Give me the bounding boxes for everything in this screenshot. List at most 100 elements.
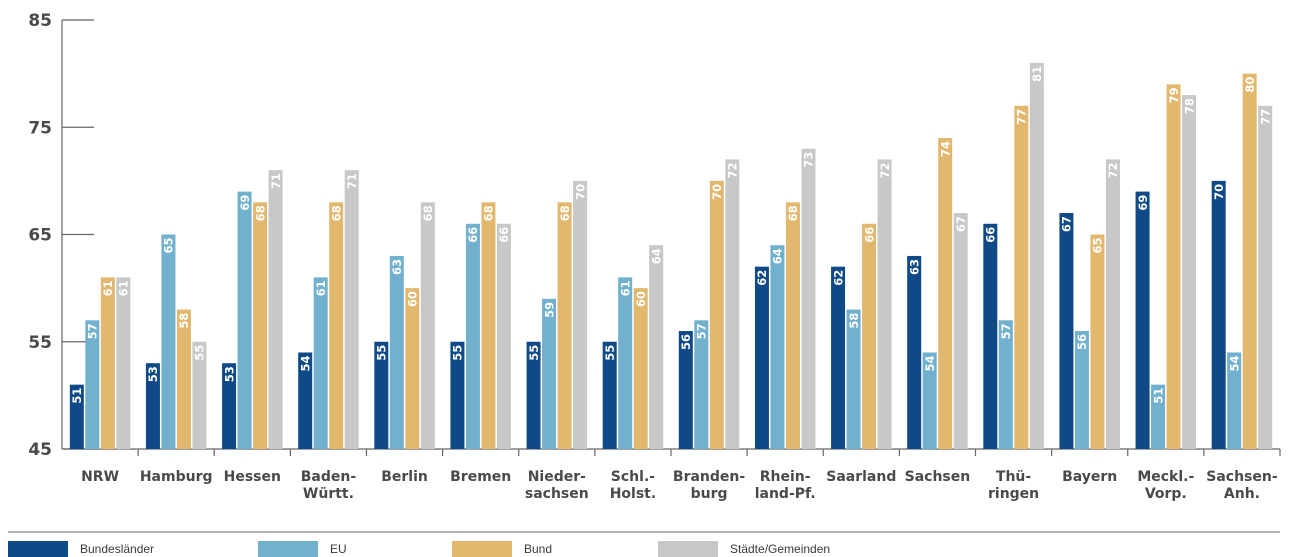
bar <box>116 277 131 449</box>
x-tick-label-line: Hamburg <box>140 469 213 485</box>
bar <box>938 137 953 449</box>
bar <box>1014 105 1029 450</box>
x-tick-label: Rhein-land-Pf. <box>755 469 816 502</box>
data-label: 81 <box>1030 66 1044 82</box>
data-label: 79 <box>1167 87 1181 103</box>
bar <box>694 320 709 449</box>
x-tick-label-line: Baden- <box>301 469 357 485</box>
data-label: 71 <box>345 173 359 189</box>
bar <box>602 341 617 449</box>
x-tick-label-line: Sachsen <box>905 469 971 485</box>
bar <box>1151 384 1166 449</box>
data-label: 55 <box>193 345 207 361</box>
x-tick-label: Nieder-sachsen <box>525 469 589 502</box>
x-tick-label-line: sachsen <box>525 486 589 502</box>
x-axis: NRW Hamburg Hessen Baden-Württ. Berlin Bremen… <box>62 448 1281 502</box>
data-label: 66 <box>862 227 876 243</box>
legend: Bundesländer EU Bund Städte/Gemeinden <box>8 531 1280 557</box>
data-label: 78 <box>1182 98 1196 114</box>
x-tick-label-line: Berlin <box>381 469 428 485</box>
bar <box>1090 234 1105 449</box>
bar <box>496 223 511 449</box>
x-tick-label: NRW <box>81 469 119 485</box>
bar <box>877 159 892 450</box>
bar <box>85 320 100 449</box>
data-label: 77 <box>1015 109 1029 125</box>
bar <box>1258 105 1273 450</box>
data-label: 65 <box>162 238 176 254</box>
data-label: 62 <box>831 270 845 286</box>
bar <box>633 288 648 449</box>
bar <box>1059 213 1074 449</box>
bar <box>953 213 968 449</box>
bar <box>481 202 496 449</box>
x-tick-label: Sachsen <box>905 469 971 485</box>
x-tick-label: Thü-ringen <box>988 469 1039 502</box>
bar <box>1135 191 1150 449</box>
bar <box>161 234 176 449</box>
legend-swatch <box>658 541 718 557</box>
x-tick-label-line: Branden- <box>673 469 745 485</box>
data-label: 68 <box>329 205 343 221</box>
data-label: 61 <box>101 280 115 296</box>
bar <box>770 245 785 449</box>
bar <box>754 266 769 449</box>
data-label: 63 <box>907 259 921 275</box>
data-label: 72 <box>726 162 740 178</box>
x-tick-label: Baden-Württ. <box>301 469 357 502</box>
data-label: 63 <box>390 259 404 275</box>
data-label: 77 <box>1258 109 1272 125</box>
data-label: 74 <box>938 141 952 157</box>
x-tick-label: Saarland <box>826 469 896 485</box>
x-tick-label-line: Bremen <box>450 469 511 485</box>
bar <box>1182 95 1197 449</box>
y-tick-label: 55 <box>28 333 52 353</box>
data-label: 67 <box>1060 216 1074 232</box>
bar <box>1227 352 1242 449</box>
bar <box>678 331 693 449</box>
bar <box>573 180 588 449</box>
data-label: 51 <box>1151 388 1165 404</box>
y-tick-label: 85 <box>28 11 52 31</box>
bar <box>450 341 465 449</box>
bar <box>983 223 998 449</box>
bar <box>192 341 207 449</box>
y-tick-label: 65 <box>28 226 52 246</box>
data-label: 54 <box>1227 355 1241 371</box>
legend-label: Städte/Gemeinden <box>730 542 830 556</box>
data-label: 71 <box>269 173 283 189</box>
x-tick-label-line: Thü- <box>996 469 1031 485</box>
data-label: 61 <box>618 280 632 296</box>
x-tick-label-line: Württ. <box>303 486 354 502</box>
bar <box>907 255 922 449</box>
y-axis: 45 55 65 75 85 <box>28 11 94 460</box>
data-label: 55 <box>603 345 617 361</box>
data-label: 72 <box>878 162 892 178</box>
data-label: 51 <box>70 388 84 404</box>
bar <box>785 202 800 449</box>
bar <box>298 352 313 449</box>
legend-swatch <box>452 541 512 557</box>
data-label: 56 <box>1075 334 1089 350</box>
bar <box>831 266 846 449</box>
x-tick-label-line: Saarland <box>826 469 896 485</box>
data-label: 59 <box>542 302 556 318</box>
data-label: 68 <box>482 205 496 221</box>
bar <box>1105 159 1120 450</box>
bar <box>998 320 1013 449</box>
legend-label: EU <box>330 542 347 556</box>
bar <box>465 223 480 449</box>
data-label: 70 <box>1212 184 1226 200</box>
x-tick-label: Hamburg <box>140 469 213 485</box>
bar <box>542 298 557 449</box>
data-label: 60 <box>634 291 648 307</box>
x-tick-label: Meckl.-Vorp. <box>1137 469 1194 502</box>
bar <box>389 255 404 449</box>
data-label: 66 <box>466 227 480 243</box>
x-tick-label-line: Anh. <box>1224 486 1260 502</box>
data-label: 73 <box>802 152 816 168</box>
data-label: 72 <box>1106 162 1120 178</box>
data-label: 61 <box>314 280 328 296</box>
